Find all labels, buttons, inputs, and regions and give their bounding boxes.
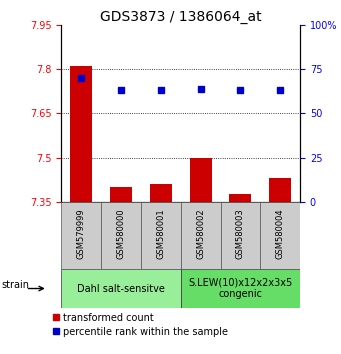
Bar bbox=[190, 158, 211, 202]
Title: GDS3873 / 1386064_at: GDS3873 / 1386064_at bbox=[100, 10, 262, 24]
Bar bbox=[221, 202, 260, 269]
Bar bbox=[150, 184, 172, 202]
Bar bbox=[269, 178, 291, 202]
Bar bbox=[61, 269, 181, 308]
Text: GSM580003: GSM580003 bbox=[236, 209, 245, 259]
Text: S.LEW(10)x12x2x3x5
congenic: S.LEW(10)x12x2x3x5 congenic bbox=[188, 278, 293, 299]
Text: GSM580001: GSM580001 bbox=[156, 209, 165, 259]
Text: GSM580004: GSM580004 bbox=[276, 209, 285, 259]
Bar bbox=[141, 202, 181, 269]
Bar bbox=[70, 66, 92, 202]
Text: strain: strain bbox=[2, 280, 30, 290]
Text: Dahl salt-sensitve: Dahl salt-sensitve bbox=[77, 284, 165, 293]
Text: GSM579999: GSM579999 bbox=[77, 209, 86, 259]
Text: GSM580002: GSM580002 bbox=[196, 209, 205, 259]
Bar bbox=[110, 187, 132, 202]
Bar bbox=[181, 202, 221, 269]
Bar bbox=[181, 269, 300, 308]
Bar bbox=[101, 202, 141, 269]
Text: GSM580000: GSM580000 bbox=[117, 209, 125, 259]
Bar bbox=[260, 202, 300, 269]
Bar bbox=[229, 194, 251, 202]
Bar bbox=[61, 202, 101, 269]
Legend: transformed count, percentile rank within the sample: transformed count, percentile rank withi… bbox=[53, 313, 228, 337]
